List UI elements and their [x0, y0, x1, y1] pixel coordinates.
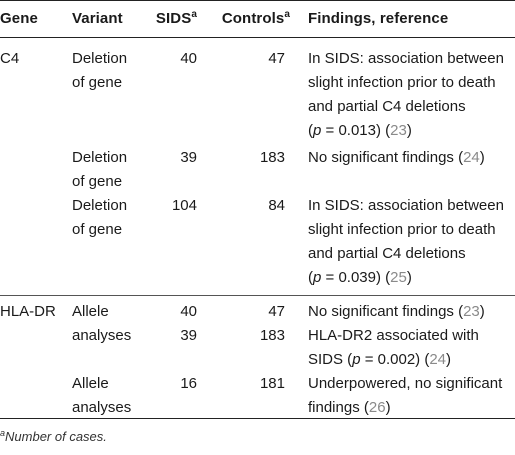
header-rule — [0, 37, 515, 38]
controls-count-cell: 84 — [268, 197, 285, 214]
variant-line: Allele — [72, 375, 109, 392]
findings-line: Underpowered, no significant — [308, 375, 503, 392]
controls-count-cell: 47 — [268, 50, 285, 67]
findings-line: No significant findings (24) — [308, 146, 515, 170]
p-symbol: p — [313, 269, 322, 286]
findings-cell: No significant findings (24) — [308, 146, 515, 170]
table-top-rule — [0, 0, 515, 1]
variant-cell: Deletion of gene — [72, 146, 127, 194]
findings-line: HLA-DR2 associated with — [308, 327, 479, 344]
paren-open: ( — [308, 269, 313, 286]
sids-count-cell: 40 — [180, 50, 197, 67]
variant-line: Deletion — [72, 50, 128, 67]
group-divider — [0, 295, 515, 296]
findings-cell: In SIDS: association between slight infe… — [308, 194, 515, 290]
paren-close: ) — [406, 269, 412, 286]
variant-cell: Allele analyses — [72, 300, 131, 348]
variant-line: Allele — [72, 303, 109, 320]
controls-count-cell: 181 — [259, 375, 285, 392]
header-sids-footnote-mark: a — [191, 9, 197, 20]
reference-link[interactable]: 26 — [368, 399, 386, 416]
controls-count-cell: 47 — [268, 303, 285, 320]
variant-line: of gene — [72, 221, 123, 238]
variant-cell: Allele analyses — [72, 372, 131, 420]
sids-count-cell: 39 — [180, 149, 197, 166]
variant-cell: Deletion of gene — [72, 194, 127, 242]
reference-link[interactable]: 24 — [463, 149, 480, 166]
header-controls: Controlsa — [220, 9, 290, 28]
findings-text: findings ( — [308, 399, 369, 416]
header-controls-footnote-mark: a — [284, 9, 290, 20]
findings-cell: HLA-DR2 associated with SIDS (p = 0.002)… — [308, 324, 515, 372]
paren-close: ) — [479, 303, 485, 320]
paren-close: ) — [406, 122, 412, 139]
findings-line: In SIDS: association between — [308, 197, 504, 214]
header-gene: Gene — [0, 10, 38, 27]
reference-link[interactable]: 24 — [429, 351, 447, 368]
paren-close: ) — [385, 399, 391, 416]
paren-close: ) — [446, 351, 452, 368]
findings-cell: Underpowered, no significant findings (2… — [308, 372, 515, 420]
variant-line: Deletion — [72, 149, 128, 166]
table-footnote: aNumber of cases. — [0, 428, 107, 445]
reference-link[interactable]: 25 — [390, 269, 407, 286]
findings-line: No significant findings (23) — [308, 300, 515, 324]
p-symbol: p — [313, 122, 322, 139]
sids-count-cell: 104 — [171, 197, 197, 214]
findings-cell: In SIDS: association between slight infe… — [308, 47, 515, 143]
variant-line: Deletion — [72, 197, 128, 214]
sids-count-cell: 40 — [180, 303, 197, 320]
findings-text: SIDS ( — [308, 351, 353, 368]
header-controls-label: Controls — [221, 10, 285, 27]
findings-line: SIDS (p = 0.002) (24) — [308, 348, 515, 372]
header-sids: SIDSa — [155, 9, 197, 28]
findings-cell: No significant findings (23) — [308, 300, 515, 324]
header-findings: Findings, reference — [308, 10, 449, 27]
p-value: = 0.002) ( — [360, 351, 430, 368]
findings-line: slight infection prior to death — [308, 74, 496, 91]
findings-text: No significant findings ( — [308, 303, 464, 320]
findings-line: (p = 0.013) (23) — [308, 119, 515, 143]
paren-close: ) — [479, 149, 485, 166]
header-variant: Variant — [72, 10, 123, 27]
footnote-text: Number of cases. — [5, 429, 107, 444]
findings-line: (p = 0.039) (25) — [308, 266, 515, 290]
controls-count-cell: 183 — [259, 327, 285, 344]
findings-text: No significant findings ( — [308, 149, 464, 166]
header-sids-label: SIDS — [155, 10, 192, 27]
variant-cell: Deletion of gene — [72, 47, 127, 95]
table-bottom-rule — [0, 418, 515, 419]
variant-line: of gene — [72, 173, 123, 190]
reference-link[interactable]: 23 — [463, 303, 480, 320]
paren-open: ( — [308, 122, 313, 139]
gene-cell: C4 — [0, 50, 20, 67]
findings-line: and partial C4 deletions — [308, 98, 466, 115]
p-symbol: p — [352, 351, 361, 368]
sids-count-cell: 39 — [180, 327, 197, 344]
footnote-mark: a — [0, 428, 6, 438]
p-value: = 0.013) ( — [321, 122, 391, 139]
sids-count-cell: 16 — [180, 375, 197, 392]
variant-line: of gene — [72, 74, 123, 91]
variant-line: analyses — [72, 327, 132, 344]
reference-link[interactable]: 23 — [390, 122, 407, 139]
findings-line: slight infection prior to death — [308, 221, 496, 238]
findings-line: In SIDS: association between — [308, 50, 504, 67]
variant-line: analyses — [72, 399, 132, 416]
findings-line: and partial C4 deletions — [308, 245, 466, 262]
findings-line: findings (26) — [308, 396, 515, 420]
gene-cell: HLA-DR — [0, 303, 56, 320]
controls-count-cell: 183 — [259, 149, 285, 166]
p-value: = 0.039) ( — [321, 269, 391, 286]
